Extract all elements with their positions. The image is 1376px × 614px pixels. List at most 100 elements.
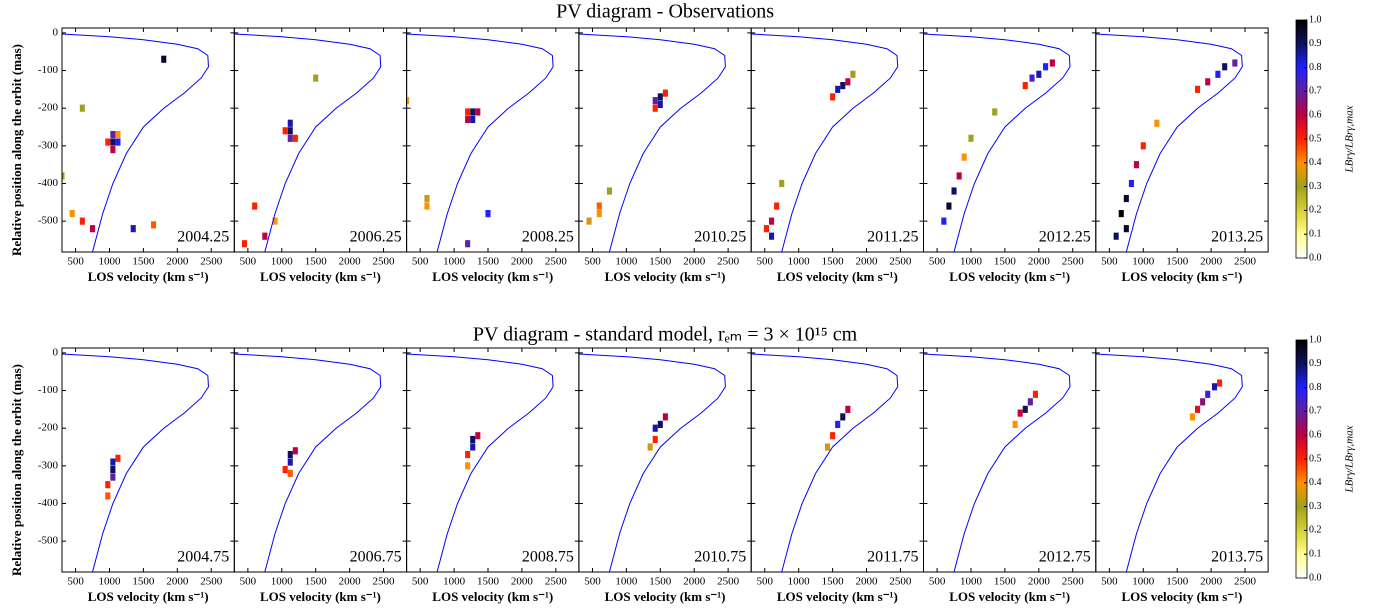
x-tick-label: 2500 [889,576,912,588]
x-tick-label: 1000 [443,256,466,268]
x-tick-label: 500 [412,256,429,268]
colorbar-tick-label: 0.7 [1309,86,1322,97]
panel [234,353,382,572]
x-tick-label: 2500 [717,576,740,588]
y-tick-label: -100 [38,64,59,76]
heatmap-cell [110,466,116,474]
x-tick-label: 2500 [545,576,568,588]
heatmap-cell [850,70,856,78]
heatmap-cell [840,82,846,90]
heatmap-cell [835,420,841,428]
heatmap-cell [470,115,476,124]
x-axis-label: LOS velocity (km s⁻¹) [432,269,553,284]
heatmap-cell [241,240,248,248]
x-tick-label: 500 [929,576,946,588]
y-tick-label: -300 [38,459,59,471]
epoch-label: 2011.75 [867,549,918,566]
colorbar-tick-label: 0.4 [1309,157,1322,168]
heatmap-cell [79,104,85,112]
heatmap-cell [647,443,653,451]
x-tick-label: 2000 [511,256,534,268]
heatmap-cell [105,492,111,500]
heatmap-cell [951,187,957,195]
x-tick-label: 1000 [98,576,121,588]
x-tick-label: 1000 [98,256,121,268]
orbit-line [578,353,726,572]
x-tick-label: 500 [240,576,257,588]
chart-title: PV diagram - standard model, rₑₘ = 3 × 1… [473,324,858,346]
heatmap-cell [110,138,116,146]
x-tick-label: 2500 [200,576,223,588]
heatmap-cell [1017,409,1023,417]
y-tick-label: 0 [53,26,59,38]
heatmap-cell [845,405,851,413]
x-tick-label: 1000 [615,576,638,588]
x-tick-label: 2000 [683,576,706,588]
orbit-line [406,33,554,252]
x-axis-label: LOS velocity (km s⁻¹) [605,589,726,604]
colorbar-tick-label: 0.4 [1309,477,1322,488]
colorbar-tick-label: 0.7 [1309,406,1322,417]
heatmap-cell [115,138,121,146]
epoch-label: 2010.75 [694,549,746,566]
x-tick-label: 1500 [132,576,155,588]
heatmap-cell [485,210,491,218]
heatmap-cell [1027,398,1033,406]
heatmap-cell [69,210,75,218]
x-tick-label: 1000 [271,256,294,268]
heatmap-cell [1189,413,1196,421]
heatmap-cell [1211,383,1218,391]
heatmap-cell [992,108,998,116]
colorbar-tick-label: 0.5 [1309,453,1322,464]
x-axis-label: LOS velocity (km s⁻¹) [88,269,209,284]
x-axis-label: LOS velocity (km s⁻¹) [260,269,381,284]
x-tick-label: 500 [757,256,774,268]
heatmap-cell [941,217,947,225]
y-axis-label: Relative position along the orbit (mas) [9,364,24,576]
x-tick-label: 1500 [477,256,500,268]
y-axis-label: Relative position along the orbit (mas) [9,44,24,256]
heatmap-cell [262,232,268,240]
heatmap-cell [586,217,592,225]
x-tick-label: 1000 [960,256,983,268]
heatmap-cell [470,108,476,116]
x-axis-label: LOS velocity (km s⁻¹) [777,589,898,604]
heatmap-cell [1195,85,1201,93]
heatmap-cell [465,462,471,470]
x-tick-label: 500 [67,576,84,588]
heatmap-cell [1022,82,1028,90]
heatmap-cell [161,55,167,63]
x-tick-label: 2500 [717,256,740,268]
heatmap-cell [606,187,612,195]
heatmap-cell [424,194,430,203]
heatmap-cell [596,202,602,210]
heatmap-cell [968,134,974,142]
x-tick-label: 2000 [1028,576,1051,588]
x-axis-label: LOS velocity (km s⁻¹) [260,589,381,604]
heatmap-cell [115,454,121,462]
heatmap-cell [845,78,851,86]
colorbar-tick-label: 0.5 [1309,133,1322,144]
epoch-label: 2011.25 [867,229,918,246]
colorbar-tick-label: 0.6 [1309,109,1322,120]
heatmap-cell [840,413,846,421]
chart-title: PV diagram - Observations [556,1,774,23]
panel [62,353,210,572]
heatmap-cell [1049,59,1055,67]
y-tick-label: -100 [38,384,59,396]
colorbar-tick-label: 0.8 [1309,382,1322,393]
colorbar-tick-label: 0.2 [1309,205,1322,216]
panel [751,33,899,252]
colorbar-tick-label: 1.0 [1309,334,1322,345]
panel [62,33,210,252]
x-axis-label: LOS velocity (km s⁻¹) [777,269,898,284]
heatmap-cell [769,217,775,225]
colorbar-tick-label: 0.9 [1309,38,1322,49]
panel-frame [1095,347,1269,573]
epoch-label: 2010.25 [694,229,746,246]
heatmap-cell [89,225,96,233]
heatmap-cell [652,435,658,444]
epoch-label: 2013.25 [1211,229,1263,246]
heatmap-cell [62,172,65,180]
